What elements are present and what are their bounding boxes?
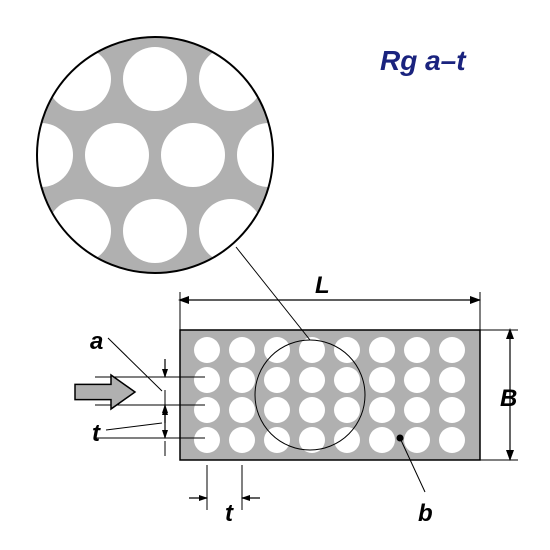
label-width: B [500, 385, 517, 413]
diagram-title: Rg a–t [380, 45, 466, 77]
label-hole-diameter: a [90, 328, 103, 356]
perforation-diagram [0, 0, 550, 550]
label-pitch-horizontal: t [225, 500, 233, 528]
connector-line [236, 247, 310, 340]
label-bridge: b [418, 500, 433, 528]
direction-arrow-icon [75, 375, 135, 409]
dimension-length [180, 292, 480, 330]
label-pitch-vertical: t [92, 420, 100, 448]
label-length: L [315, 272, 330, 300]
perforated-plate [180, 330, 480, 460]
magnified-view [0, 37, 377, 273]
